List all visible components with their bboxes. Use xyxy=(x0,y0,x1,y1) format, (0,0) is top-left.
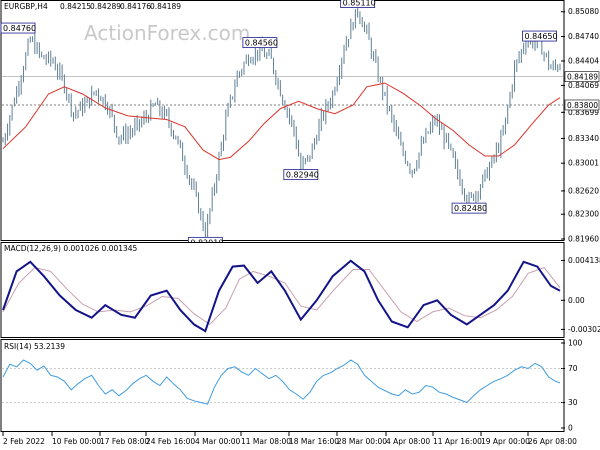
price-y-tick-label: 0.83340 xyxy=(568,134,599,143)
price-annotation-label: 0.84760 xyxy=(3,24,36,33)
price-y-tick-label: 0.84404 xyxy=(568,56,599,65)
price-annotation-box xyxy=(242,37,278,49)
x-tick-label: 28 Mar 00:00 xyxy=(337,437,387,446)
macd-panel: MACD(12,26,9) 0.001026 0.001345 0.004138… xyxy=(0,242,600,338)
price-panel: ActionForex.com EURGBP,H4 0.84215 0.8428… xyxy=(0,0,600,248)
rsi-line xyxy=(2,359,561,405)
current-price-box xyxy=(564,71,600,82)
rsi-panel: RSI(14) 53.2139 100 70 30 0 xyxy=(0,339,583,433)
current-price-label: 0.84189 xyxy=(567,73,598,82)
x-tick-label: 4 Mar 00:00 xyxy=(195,437,241,446)
x-tick-label: 2 Feb 2022 xyxy=(3,437,45,446)
price-header-close: 0.84189 xyxy=(150,2,181,11)
price-annotation-box xyxy=(283,169,319,181)
rsi-y-tick-label: 30 xyxy=(568,398,578,407)
price-header-open: 0.84215 xyxy=(60,2,91,11)
price-y-tick-label: 0.84069 xyxy=(568,81,599,90)
x-tick-label: 18 Mar 16:00 xyxy=(289,437,339,446)
macd-y-tick-label: -0.00302 xyxy=(568,325,600,334)
rsi-y-axis: 100 70 30 0 xyxy=(2,339,583,433)
price-level-label-box xyxy=(564,99,600,111)
price-y-tick-label: 0.82620 xyxy=(568,186,599,195)
rsi-y-tick-label: 70 xyxy=(568,364,578,373)
rsi-title: RSI(14) 53.2139 xyxy=(4,342,65,351)
rsi-y-tick-label: 0 xyxy=(568,424,573,433)
x-tick-label: 26 Apr 08:00 xyxy=(528,437,577,446)
price-header-symbol: EURGBP,H4 xyxy=(4,2,48,11)
x-tick-label: 19 Apr 00:00 xyxy=(481,437,530,446)
price-annotation-label: 0.84560 xyxy=(245,39,278,48)
rsi-y-tick-label: 100 xyxy=(568,339,583,348)
price-series xyxy=(2,5,561,245)
price-annotation-box xyxy=(522,30,557,42)
macd-panel-frame xyxy=(0,242,565,338)
price-y-tick-label: 0.83699 xyxy=(568,108,599,117)
x-tick-label: 17 Feb 08:00 xyxy=(100,437,149,446)
x-tick-label: 24 Feb 16:00 xyxy=(146,437,195,446)
watermark: ActionForex.com xyxy=(84,21,250,45)
price-header-low: 0.84176 xyxy=(120,2,151,11)
macd-line xyxy=(2,259,561,333)
price-annotation-label: 0.84650 xyxy=(525,32,558,41)
price-y-tick-label: 0.83001 xyxy=(568,159,599,168)
moving-average-series xyxy=(2,82,561,161)
price-annotation-label: 0.82940 xyxy=(286,171,319,180)
price-level-lines: 0.83800 0.84189 xyxy=(2,71,600,111)
x-tick-label: 4 Apr 08:00 xyxy=(386,437,430,446)
price-y-tick-label: 0.82300 xyxy=(568,210,599,219)
macd-y-tick-label: 0.00 xyxy=(568,296,585,305)
macd-title: MACD(12,26,9) 0.001026 0.001345 xyxy=(4,244,138,253)
rsi-series xyxy=(2,359,561,405)
x-tick-label: 10 Feb 00:00 xyxy=(52,437,101,446)
price-header-high: 0.84289 xyxy=(90,2,121,11)
price-y-tick-label: 0.84740 xyxy=(568,32,599,41)
macd-y-tick-label: 0.004138 xyxy=(568,256,600,265)
price-annotation-box xyxy=(451,202,487,214)
price-y-tick-label: 0.81960 xyxy=(568,235,599,244)
price-y-tick-label: 0.85080 xyxy=(568,7,599,16)
price-annotation-box xyxy=(340,0,376,8)
x-tick-label: 11 Apr 16:00 xyxy=(433,437,482,446)
price-annotation-label: 0.85110 xyxy=(343,0,376,8)
price-annotation-box xyxy=(0,22,36,34)
moving-average-line xyxy=(2,82,561,161)
price-level-label: 0.83800 xyxy=(567,101,598,110)
macd-series xyxy=(2,259,561,333)
price-y-axis: 0.85080 0.84740 0.84404 0.84069 0.83699 0.833… xyxy=(561,7,599,244)
x-tick-label: 11 Mar 08:00 xyxy=(241,437,291,446)
price-panel-frame xyxy=(0,0,565,241)
macd-y-axis: 0.004138 0.00 -0.00302 xyxy=(561,256,600,334)
price-annotation-label: 0.82480 xyxy=(454,204,487,213)
rsi-panel-frame xyxy=(0,339,565,432)
